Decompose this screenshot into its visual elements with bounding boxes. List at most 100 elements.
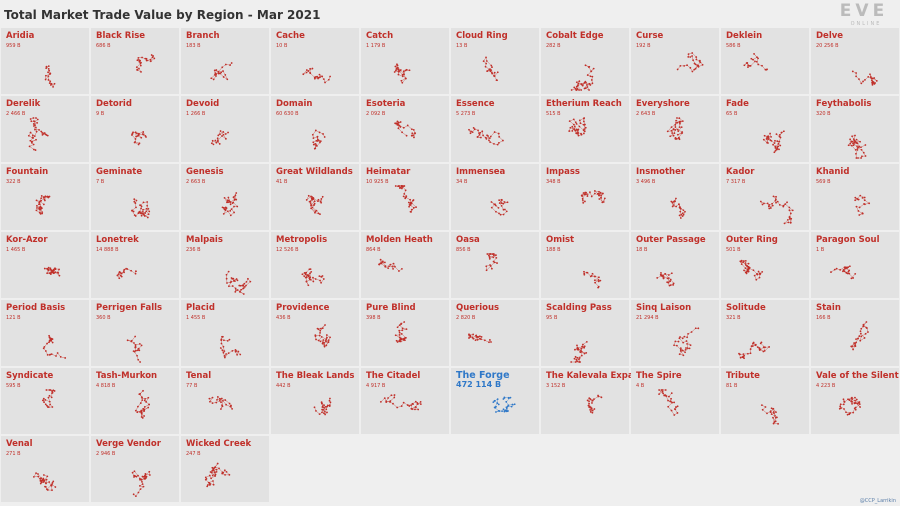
map-system: [774, 199, 777, 202]
map-system: [414, 400, 417, 403]
map-system: [678, 126, 681, 129]
map-system: [669, 400, 672, 403]
map-system: [594, 281, 597, 284]
map-system: [778, 133, 781, 136]
map-system: [206, 485, 209, 488]
map-system: [574, 355, 577, 358]
map-system: [775, 201, 777, 204]
cell-background: [91, 368, 179, 434]
map-system: [319, 76, 322, 78]
cell-background: [721, 96, 809, 162]
region-map: [666, 117, 684, 141]
map-system: [498, 199, 501, 202]
map-system: [52, 480, 55, 483]
map-system: [320, 335, 323, 338]
map-system: [216, 137, 219, 140]
map-system: [775, 195, 777, 198]
map-system: [855, 157, 858, 159]
map-system: [513, 403, 516, 406]
map-system: [27, 134, 30, 137]
map-system: [410, 404, 413, 407]
map-system: [588, 406, 591, 409]
map-system: [490, 267, 493, 270]
map-system: [213, 73, 216, 76]
map-system: [852, 348, 855, 351]
map-system: [210, 471, 213, 474]
map-system: [215, 401, 218, 404]
map-system: [859, 330, 862, 333]
map-system: [788, 209, 791, 212]
map-system: [30, 120, 33, 123]
map-system: [36, 118, 39, 121]
map-system: [686, 342, 688, 345]
map-system: [788, 206, 791, 209]
map-system: [227, 196, 230, 199]
map-system: [667, 274, 670, 276]
map-system: [58, 268, 60, 271]
map-system: [143, 474, 146, 477]
map-system: [42, 474, 45, 476]
map-system: [40, 130, 43, 133]
map-system: [410, 407, 413, 410]
map-system: [317, 339, 320, 342]
map-system: [495, 210, 497, 213]
map-system: [419, 403, 422, 406]
logo: EVE: [840, 1, 888, 21]
region-name: Vale of the Silent: [816, 371, 899, 381]
map-system: [848, 272, 851, 275]
map-system: [49, 403, 52, 406]
map-system: [51, 406, 54, 408]
map-system: [219, 398, 222, 400]
map-system: [241, 284, 244, 287]
map-system: [142, 211, 144, 213]
map-system: [504, 208, 506, 211]
map-system: [58, 274, 61, 277]
map-system: [48, 400, 51, 403]
map-system: [318, 131, 321, 134]
map-system: [48, 481, 51, 483]
map-system: [584, 191, 587, 194]
cell-background: [721, 300, 809, 366]
map-system: [215, 468, 218, 471]
region-value: 7 B: [96, 179, 105, 185]
map-system: [239, 290, 241, 293]
map-system: [139, 402, 142, 404]
map-system: [757, 270, 760, 273]
map-system: [400, 405, 403, 407]
region-name: Everyshore: [636, 99, 690, 109]
map-system: [242, 287, 245, 290]
map-system: [848, 398, 851, 401]
map-system: [212, 78, 215, 81]
map-system: [214, 473, 217, 476]
map-system: [405, 68, 408, 71]
region-value: 321 B: [726, 315, 741, 321]
region-map: [379, 394, 422, 411]
region-value: 2 092 B: [366, 111, 386, 117]
map-system: [393, 396, 396, 399]
map-system: [231, 349, 234, 352]
map-system: [134, 344, 137, 346]
map-system: [678, 121, 681, 124]
map-system: [862, 151, 865, 154]
map-system: [224, 473, 226, 476]
map-system: [694, 67, 697, 70]
map-system: [769, 411, 772, 414]
map-system: [149, 58, 152, 61]
map-system: [398, 339, 401, 342]
map-system: [224, 63, 227, 66]
map-system: [491, 66, 493, 69]
map-system: [219, 347, 222, 349]
map-link: [493, 397, 516, 413]
map-system: [569, 126, 572, 129]
map-system: [36, 204, 38, 207]
region-map: [468, 127, 504, 146]
map-system: [593, 279, 596, 282]
map-system: [694, 63, 697, 66]
map-system: [488, 253, 491, 255]
map-system: [584, 126, 587, 129]
cell-background: [91, 436, 179, 502]
